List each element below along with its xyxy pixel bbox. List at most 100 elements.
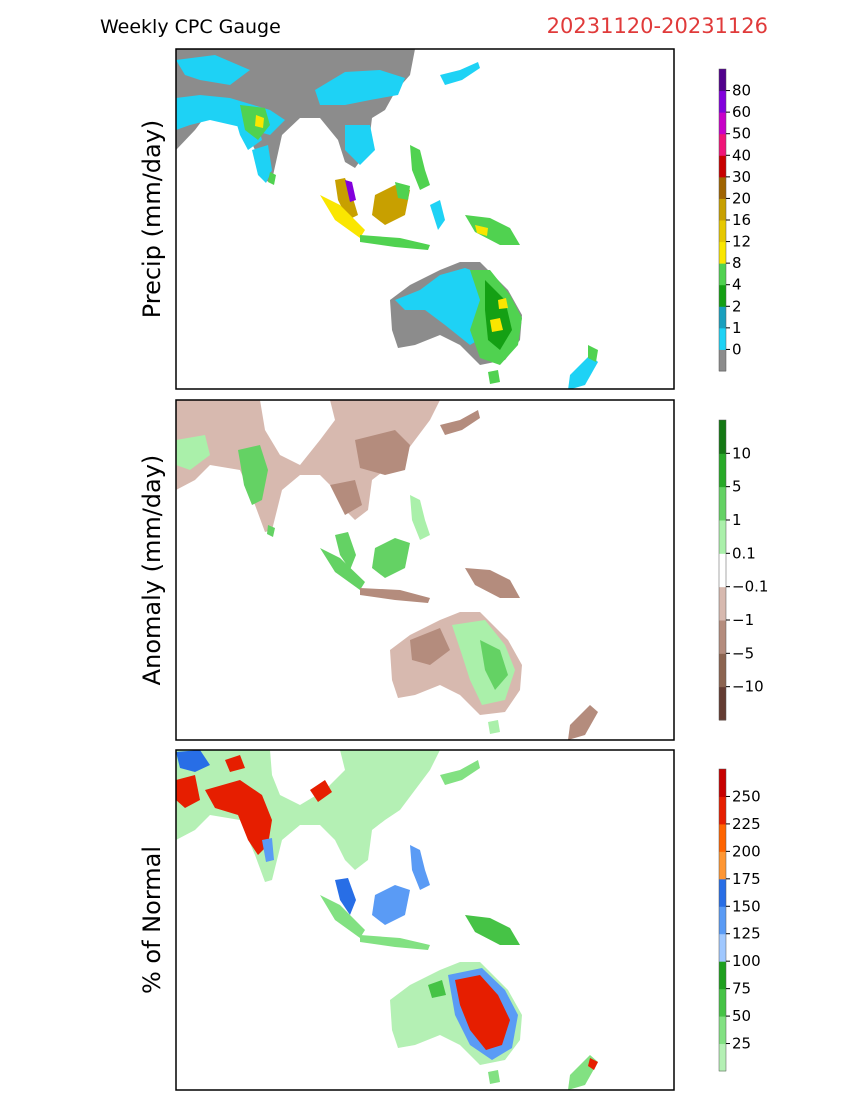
- precip-legend-label: 16: [732, 211, 751, 229]
- anomaly-china-dark: [355, 430, 410, 475]
- precip-india-yellow: [255, 115, 264, 128]
- percent-legend-swatch: [719, 878, 726, 907]
- percent-india-red: [205, 780, 272, 855]
- precip-new-zealand: [568, 355, 598, 389]
- percent-tibet-red: [310, 780, 332, 802]
- precip-legend-label: 2: [732, 297, 742, 315]
- precip-legend-label: 30: [732, 168, 751, 186]
- percent-legend-label: 200: [732, 842, 761, 860]
- precip-legend-swatch: [719, 90, 726, 113]
- anomaly-map-frame: [175, 399, 675, 741]
- anomaly-australia-green-dark: [480, 640, 508, 690]
- anomaly-map: [176, 400, 598, 740]
- precip-legend-swatch: [719, 155, 726, 178]
- percent-map-frame: [175, 749, 675, 1091]
- precip-japan: [440, 62, 480, 85]
- anomaly-legend: −10 −5 −1 −0.1 0.1 1 5 10: [718, 419, 768, 721]
- precip-new-guinea: [465, 215, 520, 245]
- percent-legend-label: 25: [732, 1035, 751, 1053]
- anomaly-legend-label: −0.1: [732, 578, 768, 596]
- date-range: 20231120-20231126: [547, 14, 768, 38]
- percent-legend-label: 175: [732, 870, 761, 888]
- anomaly-legend-swatch: [719, 553, 726, 588]
- percent-legend-swatch: [719, 1016, 726, 1045]
- precip-legend-label: 8: [732, 254, 742, 272]
- precip-new-zealand-north: [588, 345, 598, 362]
- anomaly-legend-label: −5: [732, 644, 754, 662]
- precip-malaysia: [335, 178, 358, 220]
- percent-legend-label: 250: [732, 787, 761, 805]
- percent-panel: % of Normal 25 50 75 100 125 150 175 200 225 250: [138, 749, 761, 1091]
- precip-legend-label: 1: [732, 319, 742, 337]
- percent-tasmania: [488, 1070, 500, 1084]
- percent-legend-label: 150: [732, 897, 761, 915]
- precip-legend-label: 40: [732, 146, 751, 164]
- anomaly-india-green: [238, 445, 268, 505]
- anomaly-legend-swatch: [719, 420, 726, 454]
- anomaly-legend-label: −10: [732, 678, 764, 696]
- percent-legend-label: 225: [732, 815, 761, 833]
- percent-legend: 25 50 75 100 125 150 175 200 225 250: [718, 768, 761, 1072]
- precip-australia-yellow-2: [498, 298, 508, 309]
- percent-philippines: [410, 845, 430, 890]
- anomaly-legend-swatch: [719, 653, 726, 688]
- anomaly-tasmania: [488, 720, 500, 734]
- anomaly-srilanka: [267, 525, 275, 537]
- precip-india-green: [240, 105, 270, 140]
- anomaly-ylabel: Anomaly (mm/day): [138, 455, 166, 686]
- anomaly-legend-swatch: [719, 686, 726, 721]
- precip-java: [360, 235, 430, 250]
- percent-legend-swatch: [719, 769, 726, 797]
- anomaly-legend-swatch: [719, 453, 726, 488]
- precip-legend-swatch: [719, 263, 726, 286]
- precip-legend-swatch: [719, 306, 726, 329]
- percent-japan: [440, 760, 480, 785]
- precip-map-frame: [175, 48, 675, 390]
- precip-legend-swatch: [719, 133, 726, 156]
- precip-ylabel: Precip (mm/day): [138, 120, 166, 319]
- precip-legend-swatch: [719, 198, 726, 221]
- precip-legend-swatch: [719, 69, 726, 92]
- percent-legend-swatch: [719, 933, 726, 962]
- precip-legend-swatch: [719, 327, 726, 350]
- anomaly-legend-swatch: [719, 486, 726, 521]
- anomaly-legend-label: 5: [732, 478, 742, 496]
- precip-australia-yellow-1: [490, 318, 503, 332]
- precip-australia-east-dark: [485, 280, 512, 350]
- percent-pakistan-red: [176, 775, 200, 808]
- anomaly-central-asia-green: [176, 435, 210, 470]
- percent-legend-swatch: [719, 988, 726, 1017]
- percent-legend-swatch: [719, 851, 726, 880]
- percent-legend-swatch: [719, 823, 726, 852]
- precip-new-guinea-yellow: [475, 225, 488, 236]
- precip-legend-label: 0: [732, 340, 742, 358]
- precip-legend-label: 60: [732, 103, 751, 121]
- anomaly-sumatra: [320, 548, 365, 590]
- precip-map: [176, 49, 598, 389]
- precip-legend-swatch: [719, 112, 726, 135]
- anomaly-new-zealand: [568, 705, 598, 740]
- precip-malaysia-purple: [345, 180, 356, 202]
- percent-legend-swatch: [719, 906, 726, 935]
- percent-australia-red: [455, 975, 510, 1050]
- precip-borneo-green: [395, 182, 410, 200]
- precip-philippines: [410, 145, 430, 190]
- anomaly-japan: [440, 410, 480, 435]
- anomaly-legend-outline: [718, 419, 727, 721]
- anomaly-australia-dark: [410, 628, 450, 665]
- precip-tasmania: [488, 370, 500, 384]
- percent-central-asia-red: [225, 755, 245, 772]
- anomaly-legend-label: −1: [732, 611, 754, 629]
- anomaly-java: [360, 588, 430, 603]
- percent-new-guinea: [465, 915, 520, 945]
- precip-china-band: [315, 70, 405, 105]
- anomaly-legend-label: 0.1: [732, 544, 756, 562]
- percent-mongolia-white: [270, 750, 345, 805]
- anomaly-legend-swatch: [719, 620, 726, 654]
- precip-legend-label: 12: [732, 233, 751, 251]
- percent-new-zealand-red: [588, 1058, 598, 1070]
- precip-legend-swatch: [719, 176, 726, 199]
- percent-legend-label: 125: [732, 925, 761, 943]
- precip-india-south: [252, 145, 272, 183]
